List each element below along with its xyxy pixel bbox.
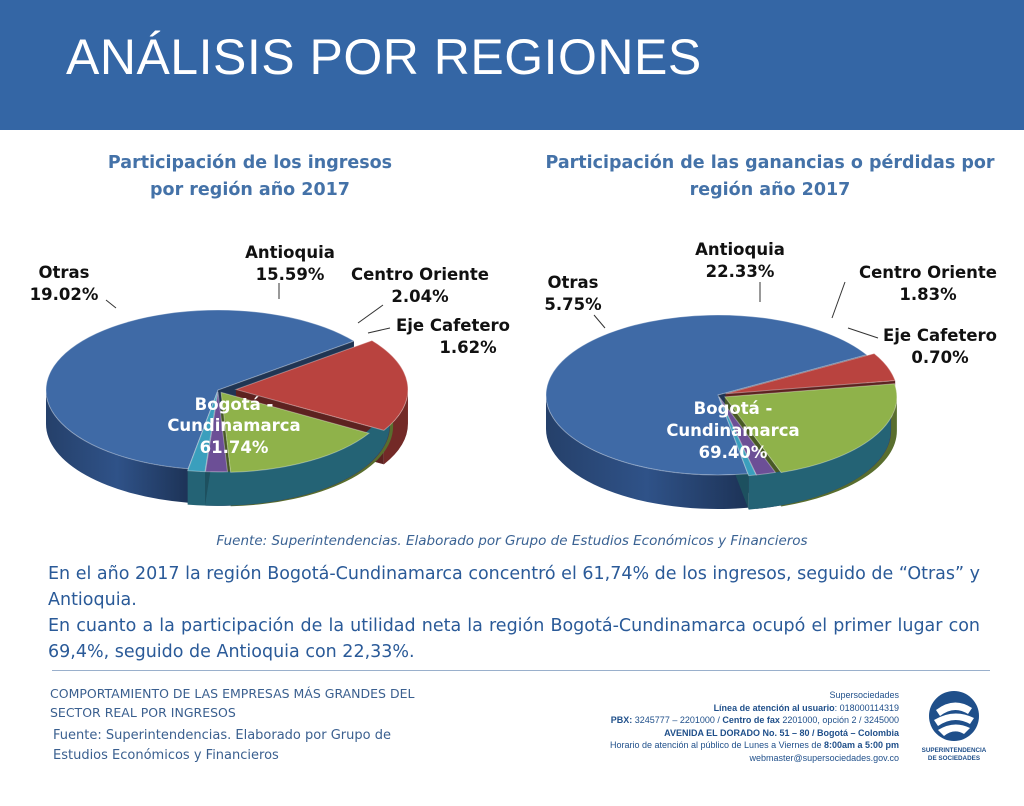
right-value-otras: 5.75% <box>544 295 602 314</box>
pie-slice-4 <box>186 391 219 473</box>
right-chart-title: Participación de las ganancias o pérdida… <box>545 150 995 204</box>
left-leader-centro-oriente <box>357 304 384 324</box>
pie-slice-3 <box>204 391 229 473</box>
right-label-eje-cafetero: Eje Cafetero <box>883 326 997 345</box>
income-pie <box>45 309 409 507</box>
contact-org: Supersociedades <box>829 690 899 700</box>
pie-slice-0 <box>45 309 356 470</box>
pie-slice-4 <box>718 396 757 477</box>
chart-source-note: Fuente: Superintendencias. Elaborado por… <box>216 533 808 549</box>
left-label-centro-oriente: Centro Oriente <box>351 265 489 284</box>
pie-side-0 <box>46 390 189 503</box>
header-bar: ANÁLISIS POR REGIONES <box>0 0 1024 130</box>
right-chart-title-line2: región año 2017 <box>689 180 851 200</box>
contact-hours-prefix: Horario de atención al público de Lunes … <box>609 740 824 750</box>
left-value-bogota: 61.74% <box>200 438 269 457</box>
footer-section-title: COMPORTAMIENTO DE LAS EMPRESAS MÁS GRAND… <box>50 686 415 720</box>
left-chart-title: Participación de los ingresos por región… <box>60 150 440 204</box>
contact-address: AVENIDA EL DORADO No. 51 – 80 / Bogotá –… <box>664 727 899 738</box>
contact-line-label: Línea de atención al usuario <box>713 702 835 713</box>
analysis-text: En el año 2017 la región Bogotá-Cundinam… <box>48 561 980 665</box>
right-label-centro-oriente: Centro Oriente <box>859 263 997 282</box>
left-label-eje-cafetero: Eje Cafetero <box>396 316 510 335</box>
contact-fax-label: Centro de fax <box>722 715 780 725</box>
left-label-antioquia: Antioquia <box>245 243 335 262</box>
pie-slice-0 <box>545 314 868 476</box>
analysis-paragraph-1: En el año 2017 la región Bogotá-Cundinam… <box>48 564 980 610</box>
pie-side-4 <box>187 391 390 506</box>
pie-slice-2 <box>220 391 371 473</box>
contact-pbx-value: 3245777 – 2201000 / <box>632 715 723 725</box>
pie-charts: Otras 19.02% Antioquia 15.59% Centro Ori… <box>30 240 997 510</box>
left-value-antioquia: 15.59% <box>256 265 325 284</box>
footer-source: Fuente: Superintendencias. Elaborado por… <box>53 728 391 763</box>
left-value-otras: 19.02% <box>30 285 99 304</box>
right-value-antioquia: 22.33% <box>706 262 775 281</box>
right-chart-title-line1: Participación de las ganancias o pérdida… <box>545 153 995 173</box>
analysis-paragraph-2: En cuanto a la participación de la utili… <box>48 616 980 662</box>
left-label-bogota-1: Bogotá - <box>195 395 274 414</box>
right-value-eje-cafetero: 0.70% <box>911 348 969 367</box>
contact-email[interactable]: webmaster@supersociedades.gov.co <box>749 752 899 763</box>
contact-pbx: PBX: 3245777 – 2201000 / Centro de fax 2… <box>610 714 899 727</box>
pie-side-0 <box>546 395 748 509</box>
pie-slice-2 <box>723 383 898 474</box>
right-label-bogota-1: Bogotá - <box>694 399 773 418</box>
contact-hours: Horario de atención al público de Lunes … <box>610 739 899 752</box>
pie-side-4 <box>748 396 891 510</box>
contact-hours-value: 8:00am a 5:00 pm <box>823 740 899 750</box>
pie-slice-1 <box>725 352 896 395</box>
right-value-centro-oriente: 1.83% <box>899 285 957 304</box>
contact-line-value: : 018000114319 <box>834 702 899 713</box>
pie-slice-1 <box>234 339 409 431</box>
left-chart-title-line1: Participación de los ingresos <box>107 153 393 173</box>
pie-side-1 <box>383 389 408 465</box>
right-value-bogota: 69.40% <box>699 443 768 462</box>
logo-line1: SUPERINTENDENCIA <box>922 747 987 754</box>
left-label-bogota-2: Cundinamarca <box>167 416 300 435</box>
contact-line: Línea de atención al usuario: 0180001143… <box>610 702 899 715</box>
contact-fax-value: 2201000, opción 2 / 3245000 <box>779 715 899 725</box>
profit-pie <box>545 314 898 510</box>
right-label-otras: Otras <box>547 273 598 292</box>
right-leader-centro-oriente <box>831 281 846 319</box>
supersociedades-logo: SUPERINTENDENCIA DE SOCIEDADES <box>922 691 987 762</box>
left-leader-otras <box>105 299 117 309</box>
contact-info: Supersociedades Línea de atención al usu… <box>610 689 899 764</box>
right-label-bogota-2: Cundinamarca <box>666 421 799 440</box>
left-chart-title-line2: por región año 2017 <box>150 180 350 200</box>
contact-pbx-label: PBX: <box>610 715 633 725</box>
left-label-otras: Otras <box>38 263 89 282</box>
footer-divider <box>52 670 990 671</box>
right-leader-otras <box>593 314 606 329</box>
left-leader-eje-cafetero <box>367 327 391 334</box>
right-leader-eje-cafetero <box>847 327 879 339</box>
left-value-eje-cafetero: 1.62% <box>439 338 497 357</box>
left-value-centro-oriente: 2.04% <box>391 287 449 306</box>
logo-line2: DE SOCIEDADES <box>928 755 980 762</box>
right-label-antioquia: Antioquia <box>695 240 785 259</box>
page-title: ANÁLISIS POR REGIONES <box>66 29 702 85</box>
pie-slice-3 <box>718 396 777 476</box>
